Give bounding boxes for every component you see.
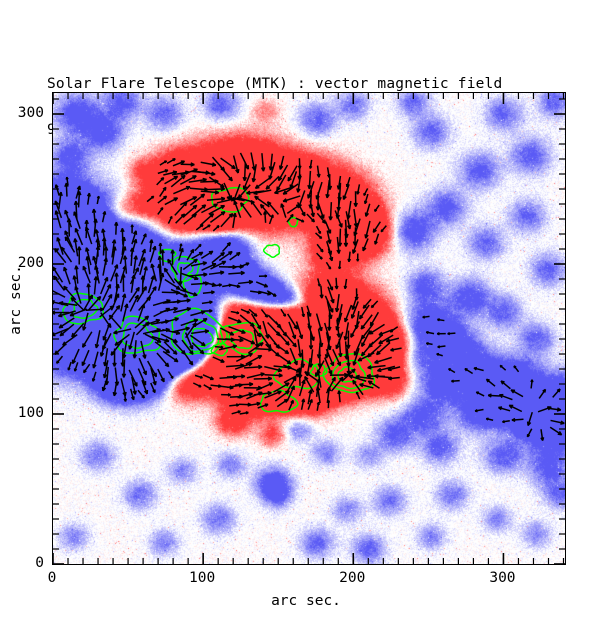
figure-title-line-1: Solar Flare Telescope (MTK) : vector mag… (47, 76, 503, 92)
x-tick-label: 100 (189, 570, 216, 586)
x-tick-label: 200 (339, 570, 366, 586)
x-axis-title: arc sec. (271, 593, 341, 609)
plot-frame (52, 92, 566, 565)
y-tick-label: 300 (17, 105, 44, 121)
x-tick-label: 0 (47, 570, 57, 586)
y-tick-label: 200 (17, 255, 44, 271)
x-tick-label: 300 (489, 570, 516, 586)
y-tick-label: 100 (17, 405, 44, 421)
magnetogram-image (53, 93, 565, 564)
y-tick-label: 0 (35, 555, 44, 571)
y-axis-title: arc sec. (8, 265, 24, 335)
